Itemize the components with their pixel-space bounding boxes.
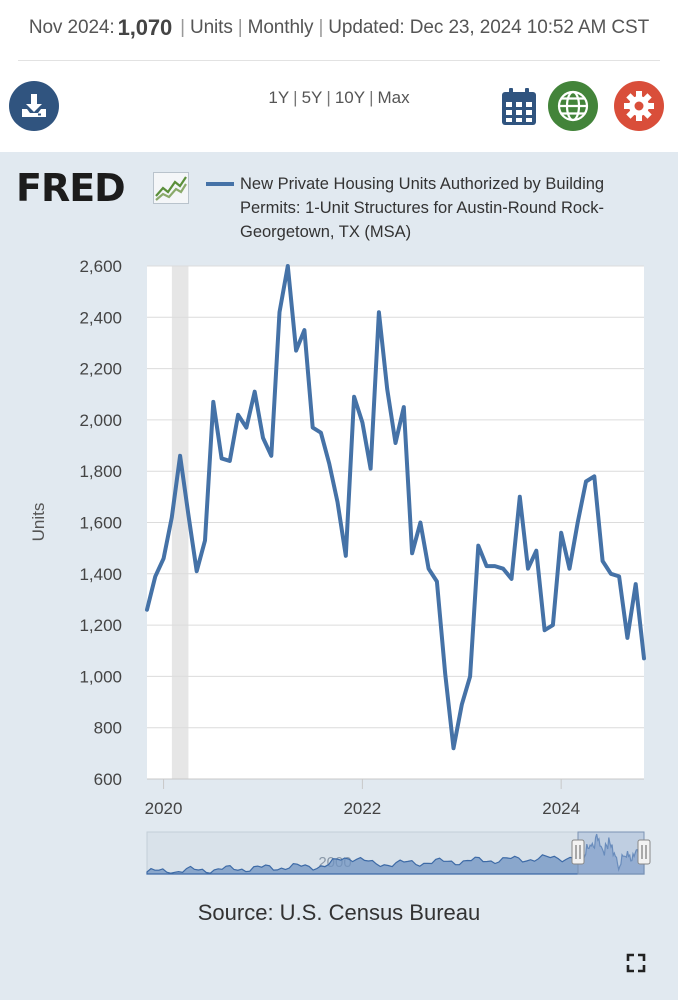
range-1y-button[interactable]: 1Y: [268, 88, 290, 107]
series-line: [145, 264, 646, 751]
navigator-window: [577, 831, 645, 875]
y-tick-label: 1,800: [79, 462, 122, 481]
range-max-button[interactable]: Max: [377, 88, 410, 107]
range-10y-button[interactable]: 10Y: [334, 88, 366, 107]
main-chart: 600 800 1,000 1,200 1,400 1,600 1,800 2,000 2,20…: [29, 257, 651, 875]
summary-updated: Updated: Dec 23, 2024 10:52 AM CST: [328, 17, 650, 38]
handle-body: [637, 839, 651, 865]
download-icon: [22, 94, 46, 117]
date-range-selector: 1Y | 5Y | 10Y | Max: [0, 88, 678, 108]
range-separator: |: [369, 88, 374, 107]
calendar-icon: [502, 88, 536, 125]
fred-chart-logo-icon: [153, 172, 189, 204]
navigator-area: [146, 833, 645, 875]
y-tick-label: 600: [94, 770, 122, 789]
navigator-left-handle[interactable]: [571, 839, 585, 865]
download-button[interactable]: [9, 81, 59, 131]
series-summary: Nov 2024: 1,070 | Units | Monthly | Upda…: [0, 0, 678, 56]
summary-separator: |: [318, 17, 324, 38]
header-divider: [18, 60, 660, 61]
map-button[interactable]: [548, 81, 598, 131]
handle-body: [571, 839, 585, 865]
fred-logo: FRED: [16, 166, 189, 210]
y-tick-label: 800: [94, 719, 122, 738]
summary-period: Nov 2024:: [28, 17, 115, 38]
x-axis-ticks: 2020 2022 2024: [145, 779, 580, 818]
range-separator: |: [293, 88, 298, 107]
calendar-button[interactable]: [500, 87, 538, 127]
navigator-right-handle[interactable]: [637, 839, 651, 865]
expand-icon: [626, 953, 646, 973]
summary-separator: |: [180, 17, 185, 38]
gridlines: [147, 265, 644, 780]
y-tick-label: 1,200: [79, 616, 122, 635]
chart-panel: FRED New Private Housing Units Authorize…: [0, 152, 678, 1000]
summary-frequency: Monthly: [247, 17, 314, 38]
navigator[interactable]: 2000: [146, 831, 651, 875]
x-tick-label: 2020: [145, 799, 183, 818]
y-axis-title: Units: [29, 503, 48, 542]
legend-swatch: [206, 182, 234, 186]
source-note: Source: U.S. Census Bureau: [197, 900, 481, 925]
gear-icon: [624, 91, 654, 121]
x-tick-label: 2024: [542, 799, 580, 818]
y-tick-label: 2,000: [79, 411, 122, 430]
fullscreen-button[interactable]: [625, 952, 647, 974]
y-tick-label: 1,400: [79, 565, 122, 584]
legend-series-name: New Private Housing Units Authorized by …: [240, 175, 605, 241]
x-tick-label: 2022: [343, 799, 381, 818]
settings-button[interactable]: [614, 81, 664, 131]
y-tick-label: 2,600: [79, 257, 122, 276]
y-tick-label: 1,600: [79, 514, 122, 533]
series-group: [145, 264, 646, 751]
range-5y-button[interactable]: 5Y: [301, 88, 323, 107]
summary-units: Units: [189, 17, 233, 38]
y-tick-label: 1,000: [79, 667, 122, 686]
y-tick-label: 2,400: [79, 308, 122, 327]
globe-icon: [557, 90, 589, 122]
summary-value: 1,070: [117, 15, 173, 40]
y-tick-label: 2,200: [79, 360, 122, 379]
fred-logo-text: FRED: [16, 166, 126, 210]
y-axis-ticks: 600 800 1,000 1,200 1,400 1,600 1,800 2,000 2,20…: [29, 257, 122, 789]
range-separator: |: [326, 88, 331, 107]
toolbar: 1Y | 5Y | 10Y | Max: [0, 66, 678, 146]
summary-separator: |: [237, 17, 243, 38]
